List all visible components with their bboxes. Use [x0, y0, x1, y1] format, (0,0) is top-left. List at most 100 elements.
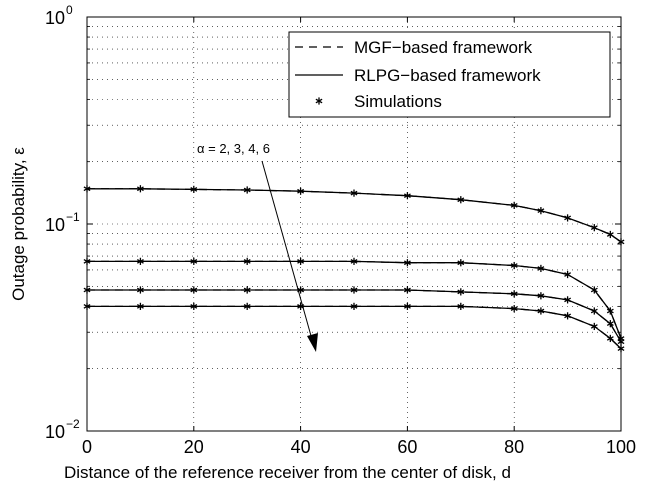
marker-stroke: [297, 258, 305, 264]
marker-stroke: [537, 308, 545, 314]
simulation-point: [590, 307, 598, 315]
simulation-point: [590, 224, 598, 232]
marker-stroke: [606, 321, 614, 327]
simulation-point: [350, 257, 358, 265]
marker-stroke: [590, 225, 598, 231]
marker-stroke: [350, 190, 358, 196]
marker-stroke: [83, 304, 91, 309]
simulation-point: [190, 185, 198, 193]
marker-stroke: [136, 186, 144, 192]
simulation-point: [190, 286, 198, 294]
marker-stroke: [606, 308, 614, 314]
simulation-point: [403, 259, 411, 267]
marker-stroke: [606, 232, 614, 237]
simulation-point: [510, 290, 518, 298]
simulation-point: [617, 238, 625, 246]
marker-stroke: [403, 193, 411, 199]
marker-stroke: [590, 324, 598, 329]
marker-stroke: [457, 260, 465, 266]
simulation-point: [606, 334, 614, 343]
marker-stroke: [83, 287, 91, 293]
marker-stroke: [590, 308, 598, 314]
y-tick-label: 10: [45, 8, 65, 28]
legend-simulations-marker: [315, 97, 323, 105]
marker-stroke: [190, 287, 198, 293]
marker-stroke: [136, 287, 144, 293]
annotation-arrow-line: [261, 160, 314, 344]
marker-stroke: [457, 304, 465, 309]
marker-stroke: [243, 258, 251, 264]
simulation-point: [297, 187, 305, 195]
series-line-2: [87, 260, 622, 339]
marker-stroke: [617, 239, 625, 245]
simulation-point: [136, 286, 144, 294]
legend-rlpg-label: RLPG−based framework: [354, 66, 541, 85]
marker-stroke: [457, 197, 465, 203]
simulation-point: [350, 189, 358, 197]
marker-stroke: [403, 260, 411, 266]
series: [87, 188, 622, 350]
marker-stroke: [136, 258, 144, 264]
x-tick-label: 80: [504, 437, 524, 457]
simulation-point: [136, 257, 144, 265]
marker-stroke: [403, 304, 411, 309]
marker-stroke: [510, 263, 518, 268]
y-tick-label-exponent: 0: [66, 3, 73, 17]
simulation-point: [457, 259, 465, 267]
simulation-point: [537, 207, 545, 215]
series-dashed-line-3: [87, 289, 622, 343]
marker-stroke: [297, 188, 305, 194]
simulation-point: [590, 286, 598, 294]
x-tick-label: 20: [184, 437, 204, 457]
marker-stroke: [315, 98, 323, 104]
simulation-point: [590, 322, 598, 331]
marker-stroke: [606, 336, 614, 341]
marker-stroke: [83, 258, 91, 264]
simulation-point: [457, 302, 465, 310]
y-tick-label: 10: [45, 422, 65, 442]
series-dashed-line-4: [87, 305, 622, 350]
simulation-point: [243, 302, 251, 310]
simulation-point: [403, 192, 411, 200]
marker-stroke: [564, 297, 572, 303]
x-tick-label: 100: [606, 437, 636, 457]
legend-simulations-label: Simulations: [354, 92, 442, 111]
simulation-point: [190, 257, 198, 265]
simulation-point: [537, 307, 545, 315]
marker-stroke: [83, 186, 91, 192]
x-tick-label: 40: [291, 437, 311, 457]
marker-stroke: [403, 287, 411, 293]
series-line-1: [87, 188, 622, 243]
marker-stroke: [243, 304, 251, 309]
simulation-markers: [83, 185, 625, 353]
marker-stroke: [510, 306, 518, 312]
series-dashed-line-1: [87, 188, 622, 243]
simulation-point: [136, 185, 144, 193]
marker-stroke: [590, 287, 598, 293]
marker-stroke: [537, 208, 545, 214]
marker-stroke: [136, 304, 144, 309]
simulation-point: [510, 201, 518, 209]
simulation-point: [403, 286, 411, 294]
y-tick-label: 10: [45, 215, 65, 235]
simulation-point: [136, 302, 144, 310]
marker-stroke: [190, 304, 198, 309]
simulation-point: [297, 257, 305, 265]
simulation-point: [564, 214, 572, 222]
marker-stroke: [350, 258, 358, 264]
y-axis-label: Outage probability, ε: [9, 147, 28, 301]
simulation-point: [243, 186, 251, 194]
marker-stroke: [617, 339, 625, 345]
legend-mgf-label: MGF−based framework: [354, 38, 533, 57]
y-tick-label-exponent: −2: [66, 417, 80, 431]
simulation-point: [243, 257, 251, 265]
simulation-point: [606, 320, 614, 328]
simulation-point: [510, 261, 518, 270]
marker-stroke: [350, 287, 358, 293]
marker-stroke: [510, 203, 518, 208]
simulation-marker: [315, 97, 323, 105]
simulation-point: [83, 286, 91, 294]
simulation-point: [83, 302, 91, 310]
